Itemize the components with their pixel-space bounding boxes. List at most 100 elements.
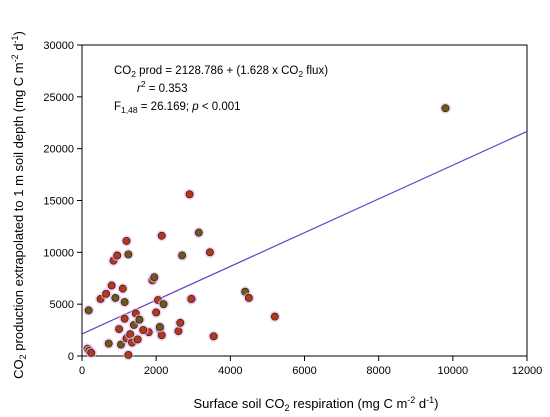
x-tick-label-1: 2000 [144,365,168,377]
data-point-6 [103,338,115,350]
data-point-17 [121,235,132,247]
x-axis-title-mid: respiration (mg C m [290,396,408,411]
y-axis-title-pre: CO [11,359,26,379]
annotation-r-squared: r2 = 0.353 [137,79,187,95]
y-axis-title: CO2 production extrapolated to 1 m soil … [10,31,28,379]
annotation-equation-pre: CO [114,65,131,77]
data-point-47 [137,324,149,336]
data-point-41 [208,330,220,342]
data-point-32 [156,230,168,242]
x-tick-label-5: 10000 [438,365,469,377]
y-tick-label-1: 5000 [50,299,74,311]
data-point-marker [205,248,214,257]
x-axis-title-post: ) [434,396,438,411]
data-point-marker [102,289,111,298]
data-point-marker [178,251,187,260]
x-axis-title-sup2: -1 [426,395,434,405]
data-point-18 [122,248,134,260]
data-point-28 [150,306,162,318]
data-point-marker [441,104,450,113]
data-point-marker [150,273,159,282]
annotation-equation-sub2: 2 [298,69,303,79]
x-axis-title-sub: 2 [285,403,290,413]
data-point-marker [157,231,166,240]
data-point-15 [119,296,131,308]
data-point-23 [132,333,144,345]
x-tick-label-6: 12000 [512,365,543,377]
annotation-equation-post: flux) [303,65,328,77]
data-point-marker [159,300,168,309]
y-axis-title-sup1: -2 [10,54,20,62]
annotation-equation-sub: 2 [131,69,136,79]
annotation-f-var: F [114,101,121,113]
data-point-marker [118,284,127,293]
x-tick-label-3: 6000 [292,365,316,377]
data-point-14 [119,313,131,325]
data-point-46 [122,349,134,361]
data-point-49 [185,293,197,305]
data-point-36 [176,249,188,261]
data-point-45 [439,102,451,114]
y-tick-label-0: 0 [68,351,74,363]
data-point-marker [126,330,135,339]
data-point-13 [117,283,129,295]
data-point-marker [155,323,164,331]
data-point-3 [83,304,95,316]
data-point-marker [107,281,116,290]
y-tick-label-3: 15000 [43,196,74,208]
data-point-marker [104,339,113,348]
data-point-marker [120,298,129,307]
y-axis-title-post: ) [11,31,26,35]
data-point-marker [194,228,203,237]
data-point-7 [106,280,118,292]
data-point-marker [176,318,185,327]
x-axis-title-mid2: d [415,396,426,411]
x-tick-label-2: 4000 [218,365,242,377]
data-point-43 [243,292,255,304]
annotation-equation: CO2 prod = 2128.786 + (1.628 x CO2 flux) [114,65,328,79]
regression-line [81,130,528,335]
x-axis-title-sup1: -2 [407,395,415,405]
data-point-marker [120,314,129,323]
data-point-marker [133,335,142,344]
y-tick-label-6: 30000 [43,40,74,52]
annotation-r-sup: 2 [141,79,146,89]
data-point-marker [115,325,124,333]
data-point-5 [100,288,112,300]
y-axis-title-sub: 2 [18,354,28,359]
data-point-marker [187,295,196,303]
data-point-marker [209,332,218,341]
x-axis-title: Surface soil CO2 respiration (mg C m-2 d… [193,395,438,413]
y-axis-title-mid: production extrapolated to 1 m soil dept… [11,62,26,354]
data-point-35 [174,317,186,329]
data-point-marker [174,327,183,336]
annotation-f-post: < 0.001 [199,101,241,113]
y-tick-label-2: 10000 [43,247,74,259]
data-point-11 [113,323,125,335]
x-axis-title-pre: Surface soil CO [193,396,284,411]
x-tick-label-0: 0 [79,365,85,377]
data-point-marker [124,351,133,359]
annotation-f-sub: 1,48 [121,105,138,115]
data-point-marker [152,308,161,317]
data-point-10 [111,249,123,261]
data-point-marker [124,250,133,259]
y-tick-label-5: 25000 [43,92,74,104]
data-point-33 [158,298,170,310]
axis-ticks: 0 2000 4000 6000 8000 10000 12000 0 5000 10000 150… [43,40,542,377]
data-point-marker [111,293,120,302]
y-axis-title-mid2: d [11,44,26,55]
data-point-27 [148,271,160,283]
data-point-39 [193,227,205,239]
x-tick-label-4: 8000 [366,365,390,377]
annotation-f-p: p [191,101,199,113]
data-points [82,102,451,361]
data-point-44 [269,311,281,323]
data-point-31 [156,329,168,341]
annotation-f-mid: = 26.169; [138,101,193,113]
data-point-marker [244,293,253,302]
data-point-24 [133,314,145,326]
data-point-marker [185,190,194,199]
data-point-40 [204,246,216,258]
